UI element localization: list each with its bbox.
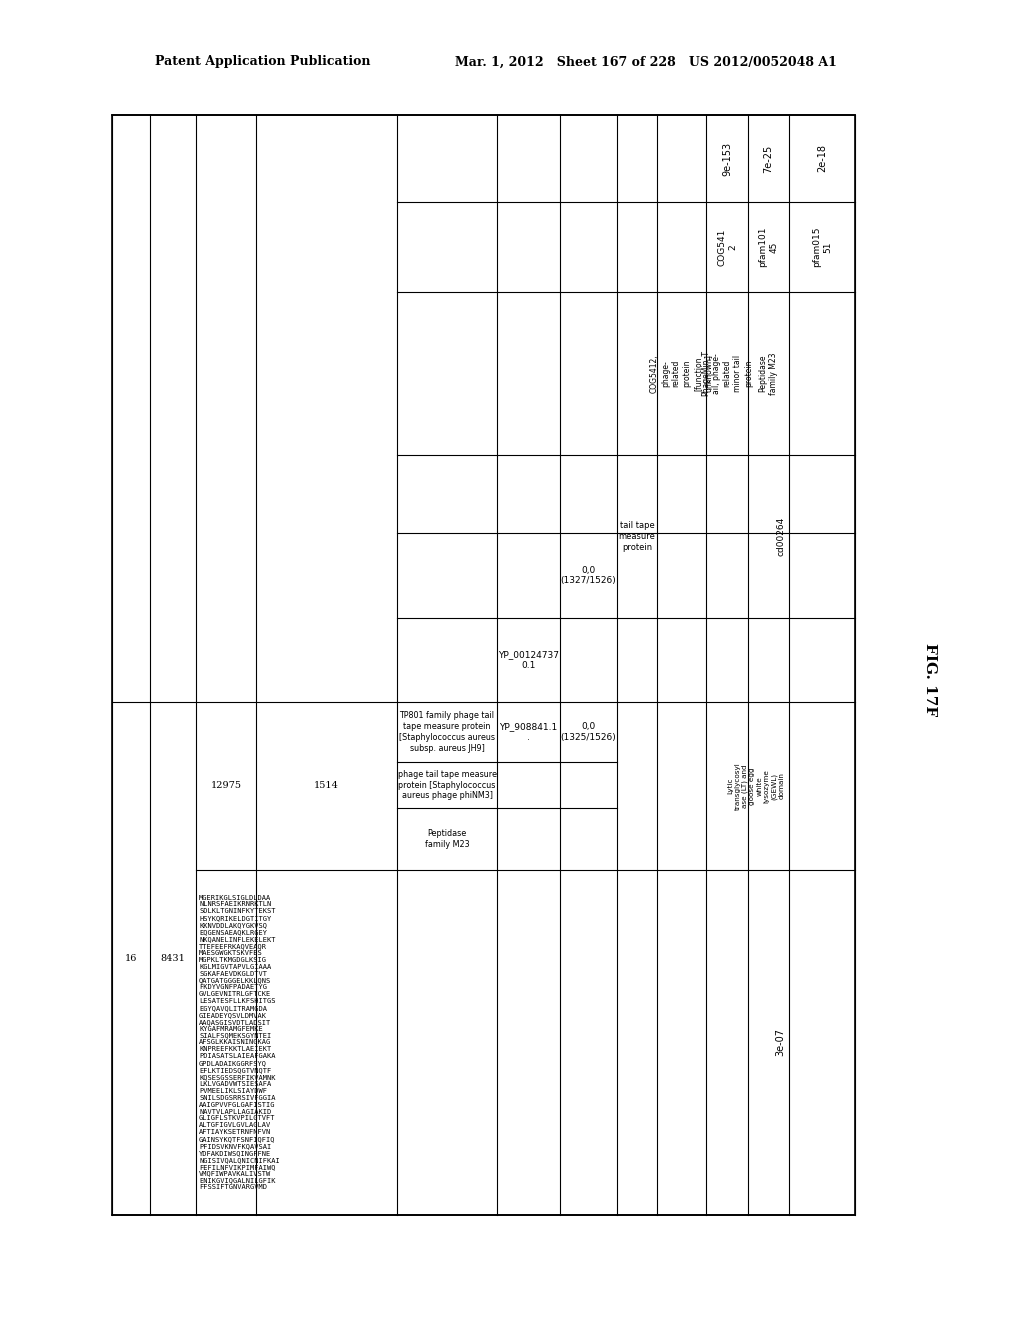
Text: 3e-07: 3e-07 [775,1028,785,1056]
Text: 7e-25: 7e-25 [764,144,773,173]
Text: 0,0
(1327/1526): 0,0 (1327/1526) [560,566,616,585]
Text: FIG. 17F: FIG. 17F [923,643,937,717]
Text: 9e-153: 9e-153 [722,141,732,176]
Text: COG541
2: COG541 2 [717,228,737,265]
Text: Peptidase
family M23: Peptidase family M23 [425,829,469,849]
Text: TP801 family phage tail
tape measure protein
[Staphylococcus aureus
subsp. aureu: TP801 family phage tail tape measure pro… [399,711,495,752]
Text: 2e-18: 2e-18 [817,144,827,173]
Text: pfam101
45: pfam101 45 [759,227,778,267]
Text: PhageMin_T
ail, phage-
related
minor tail
protein: PhageMin_T ail, phage- related minor tai… [701,351,753,396]
Text: COG5412,
phage-
related
protein
[function
unknown]: COG5412, phage- related protein [functio… [650,354,713,393]
Text: tail tape
measure
protein: tail tape measure protein [618,521,655,552]
Text: 8431: 8431 [161,954,185,964]
Text: 0,0
(1325/1526): 0,0 (1325/1526) [560,722,616,742]
Text: YP_00124737
0.1: YP_00124737 0.1 [498,651,559,669]
Bar [112,115,855,1214]
Text: phage tail tape measure
protein [Staphylococcus
aureus phage phiNM3]: phage tail tape measure protein [Staphyl… [397,770,497,800]
Text: YP_908841.1
.: YP_908841.1 . [500,722,558,742]
Text: MGERIKGLSIGLDLDAA
NLNRSFAEIKRNRKTLN
SDLKLTGNINFKYTEKST
HSYKQRIKELDGTITGY
KKNVDDL: MGERIKGLSIGLDLDAA NLNRSFAEIKRNRKTLN SDLK… [199,895,280,1191]
Text: pfam015
51: pfam015 51 [812,227,831,267]
Text: Peptidase
family M23: Peptidase family M23 [759,352,778,395]
Text: 16: 16 [125,954,137,964]
Text: Patent Application Publication: Patent Application Publication [155,55,371,69]
Text: cd00264: cd00264 [776,517,785,556]
Text: Lytic
transglycosyl
ase (LT) and
goose egg
white
lysozyme
(GEWL)
domain: Lytic transglycosyl ase (LT) and goose e… [727,762,784,810]
Text: 1514: 1514 [314,781,339,791]
Text: Mar. 1, 2012   Sheet 167 of 228   US 2012/0052048 A1: Mar. 1, 2012 Sheet 167 of 228 US 2012/00… [455,55,837,69]
Text: 12975: 12975 [211,781,242,791]
